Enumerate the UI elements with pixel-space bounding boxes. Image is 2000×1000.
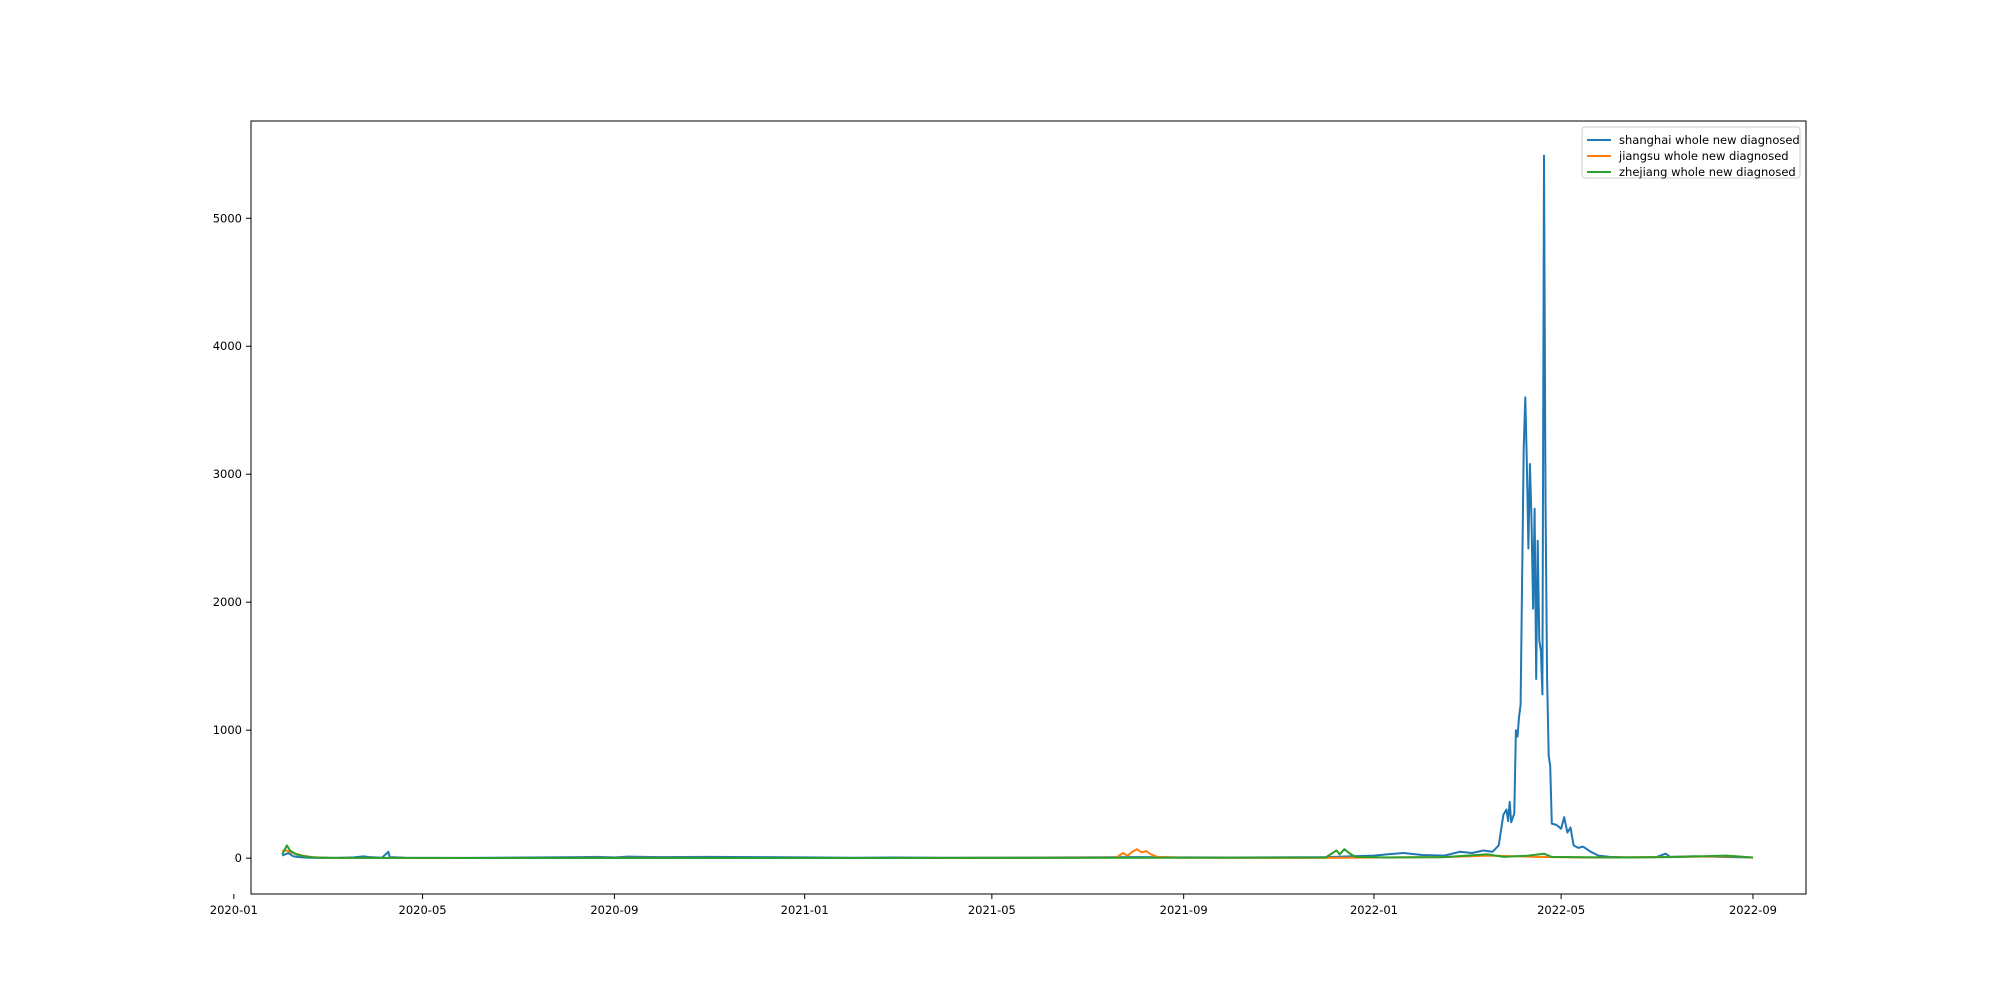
x-tick-label: 2021-01 (781, 903, 829, 917)
legend-label-shanghai: shanghai whole new diagnosed (1619, 133, 1800, 147)
y-tick-label: 5000 (213, 211, 242, 225)
legend: shanghai whole new diagnosed jiangsu whol… (1581, 126, 1801, 179)
x-tick-label: 2022-01 (1350, 903, 1398, 917)
plot-frame (250, 120, 1807, 895)
legend-box (1581, 126, 1801, 179)
x-tick-label: 2020-05 (399, 903, 447, 917)
x-tick-label: 2020-09 (590, 903, 638, 917)
series-lines (281, 154, 1754, 859)
x-tick-label: 2020-01 (210, 903, 258, 917)
x-tick-label: 2022-09 (1729, 903, 1777, 917)
y-tick-label: 2000 (213, 595, 242, 609)
y-tick-label: 4000 (213, 339, 242, 353)
y-tick-label: 3000 (213, 467, 242, 481)
y-tick-label: 0 (235, 851, 242, 865)
x-axis: 2020-01 2020-05 2020-09 2021-01 2021-05 2021-… (210, 894, 1777, 917)
x-tick-label: 2021-05 (968, 903, 1016, 917)
series-line-zhejiang (281, 844, 1754, 859)
y-tick-label: 1000 (213, 723, 242, 737)
x-tick-label: 2022-05 (1537, 903, 1585, 917)
x-tick-label: 2021-09 (1160, 903, 1208, 917)
y-axis: 0 1000 2000 3000 4000 5000 (213, 211, 251, 865)
legend-label-jiangsu: jiangsu whole new diagnosed (1618, 149, 1789, 163)
legend-label-zhejiang: zhejiang whole new diagnosed (1619, 165, 1796, 179)
